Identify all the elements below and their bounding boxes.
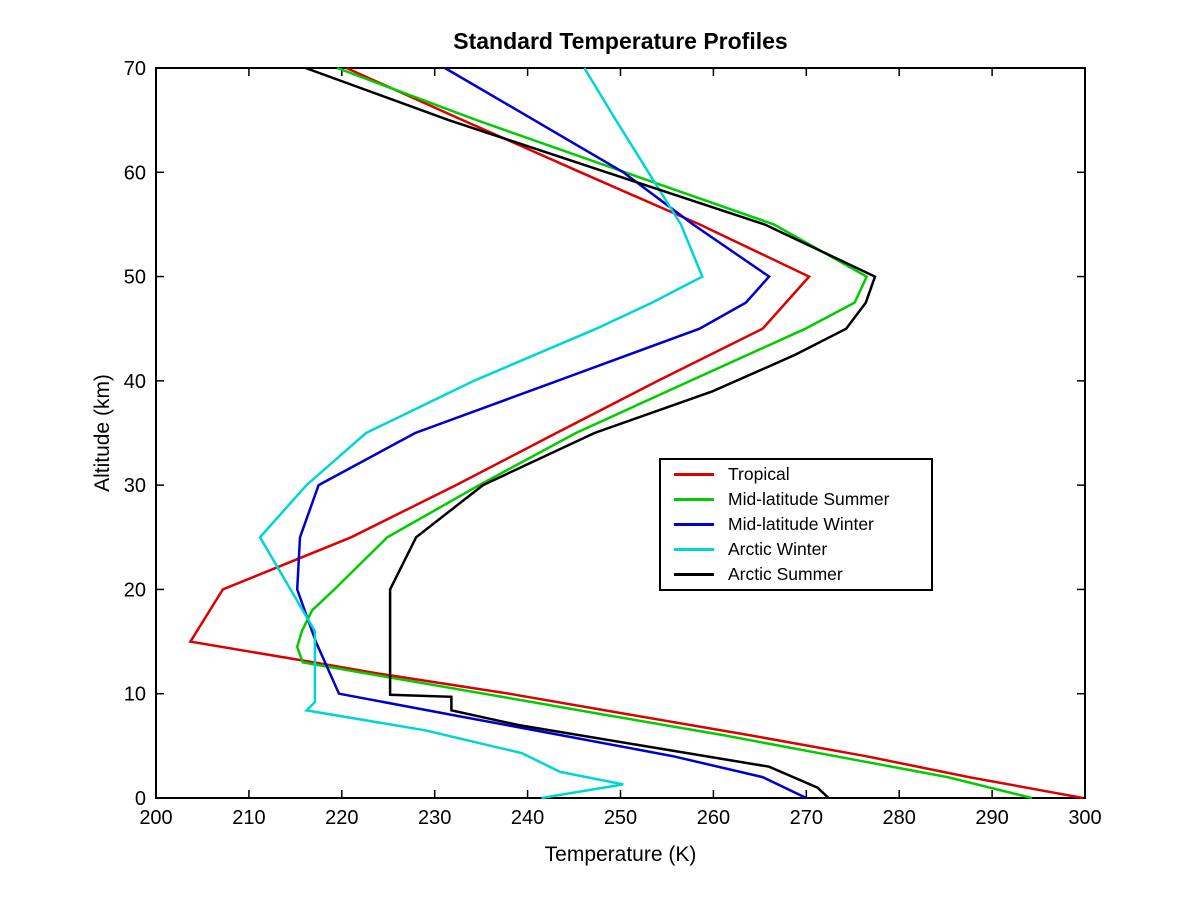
series-line-arctic-summer <box>305 66 877 799</box>
legend-label: Mid-latitude Summer <box>728 488 890 509</box>
x-tick-label: 230 <box>418 807 451 829</box>
y-tick-label: 10 <box>124 684 146 706</box>
legend-label: Arctic Winter <box>728 539 828 560</box>
y-tick-label: 70 <box>124 58 146 80</box>
series-line-tropical <box>188 66 1084 800</box>
x-tick-label: 260 <box>697 807 730 829</box>
y-tick-label: 20 <box>124 579 146 601</box>
y-tick-label: 40 <box>124 371 146 393</box>
legend-line-sample <box>674 522 714 526</box>
legend-label: Mid-latitude Winter <box>728 513 874 534</box>
y-tick-label: 50 <box>124 267 146 289</box>
chart-title: Standard Temperature Profiles <box>453 28 788 54</box>
x-tick-label: 290 <box>975 807 1008 829</box>
x-tick-label: 280 <box>883 807 916 829</box>
legend-item-mid-latitude-summer: Mid-latitude Summer <box>661 488 931 510</box>
legend-item-arctic-summer: Arctic Summer <box>661 564 931 586</box>
series-line-mid-latitude-summer <box>295 66 1033 800</box>
legend-item-arctic-winter: Arctic Winter <box>661 539 931 561</box>
legend-line-sample <box>674 497 714 501</box>
y-tick-label: 0 <box>135 788 146 810</box>
legend-line-sample <box>674 548 714 552</box>
series-line-arctic-winter <box>258 67 704 800</box>
x-tick-label: 270 <box>790 807 823 829</box>
series-line-mid-latitude-winter <box>295 66 807 800</box>
x-tick-label: 210 <box>232 807 265 829</box>
legend-line-sample <box>674 573 714 577</box>
legend-label: Tropical <box>728 463 790 484</box>
x-axis-label: Temperature (K) <box>544 843 697 866</box>
x-tick-label: 200 <box>139 807 172 829</box>
x-tick-label: 240 <box>511 807 544 829</box>
y-tick-label: 60 <box>124 162 146 184</box>
legend-item-tropical: Tropical <box>661 463 931 485</box>
x-tick-label: 220 <box>325 807 358 829</box>
y-tick-label: 30 <box>124 475 146 497</box>
legend-item-mid-latitude-winter: Mid-latitude Winter <box>661 513 931 535</box>
y-axis-label: Altitude (km) <box>91 374 114 492</box>
legend: Tropical Mid-latitude Summer Mid-latitude … <box>659 458 933 591</box>
x-tick-label: 250 <box>604 807 637 829</box>
legend-label: Arctic Summer <box>728 564 843 585</box>
legend-line-sample <box>674 472 714 476</box>
x-tick-label: 300 <box>1068 807 1101 829</box>
